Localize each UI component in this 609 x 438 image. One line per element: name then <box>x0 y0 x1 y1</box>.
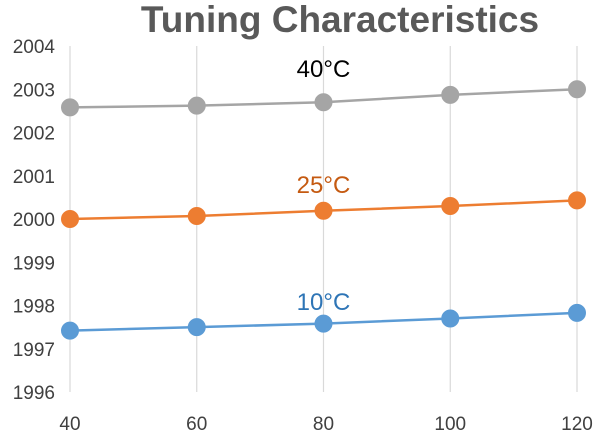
series-2 <box>61 303 586 340</box>
annotation-value: 40 <box>297 56 324 83</box>
y-tick-label: 1996 <box>13 383 55 404</box>
data-point <box>568 80 586 99</box>
y-tick-label: 2002 <box>13 124 55 145</box>
x-tick-label: 60 <box>186 414 207 435</box>
series-annotation: 10°C <box>297 289 351 316</box>
y-axis-ticks: 1996 1997 1998 1999 2000 2001 2002 2003 2004 <box>13 37 56 404</box>
data-point <box>314 201 333 220</box>
data-point <box>61 98 79 117</box>
data-point <box>441 85 460 104</box>
series-annotation: 40°C <box>297 56 351 83</box>
data-point <box>568 191 586 210</box>
series-annotation: 25°C <box>297 172 351 199</box>
y-tick-label: 1997 <box>13 340 55 361</box>
annotation-unit: °C <box>323 289 350 316</box>
series-0 <box>61 80 586 117</box>
annotation-value: 25 <box>297 172 324 199</box>
x-tick-label: 80 <box>313 414 334 435</box>
data-point <box>187 96 206 115</box>
data-point <box>441 197 460 216</box>
y-tick-label: 2004 <box>13 37 56 58</box>
series-annotations: 40°C25°C10°C <box>297 56 351 316</box>
series-1 <box>61 191 586 228</box>
data-point <box>61 321 79 340</box>
annotation-value: 10 <box>297 289 324 316</box>
data-point <box>187 318 206 337</box>
annotation-unit: °C <box>323 56 350 83</box>
x-tick-label: 120 <box>561 414 593 435</box>
data-point <box>314 314 333 333</box>
data-point <box>187 206 206 225</box>
chart-title: Tuning Characteristics <box>141 0 539 40</box>
data-point <box>441 309 460 328</box>
data-point <box>568 303 586 322</box>
x-axis-ticks: 40 60 80 100 120 <box>59 414 592 435</box>
y-tick-label: 2003 <box>13 80 55 101</box>
data-point <box>61 210 79 228</box>
annotation-unit: °C <box>323 172 350 199</box>
x-tick-label: 100 <box>434 414 466 435</box>
y-tick-label: 1998 <box>13 297 55 318</box>
y-tick-label: 2001 <box>13 167 55 188</box>
y-tick-label: 2000 <box>13 210 55 231</box>
y-tick-label: 1999 <box>13 253 55 274</box>
series-group <box>61 80 586 340</box>
x-tick-label: 40 <box>59 414 80 435</box>
data-point <box>314 93 333 112</box>
